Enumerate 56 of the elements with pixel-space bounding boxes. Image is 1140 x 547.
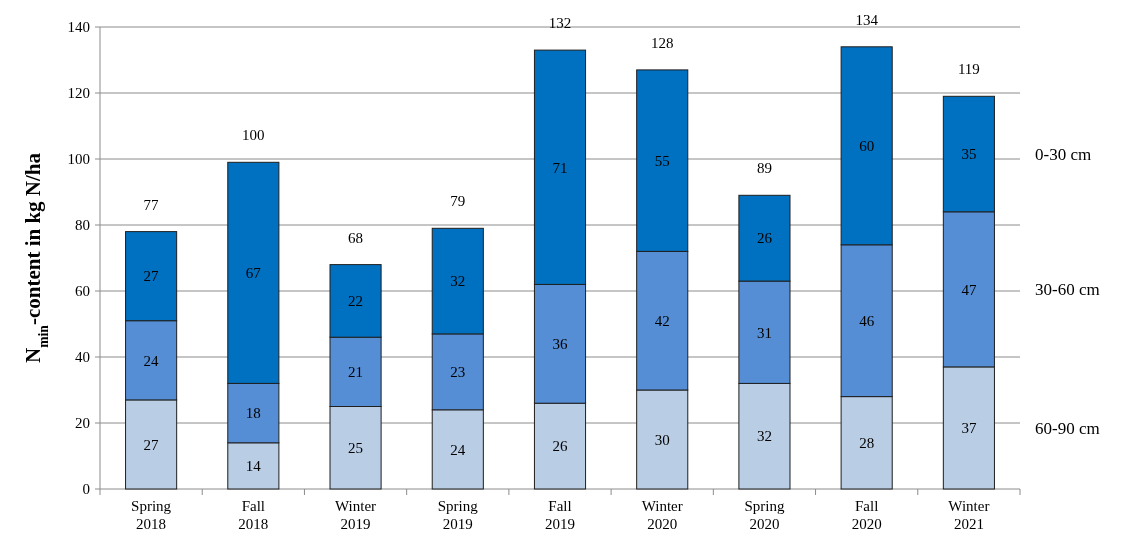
x-tick-label: Fall 2018 [238, 498, 269, 532]
data-label: 27 [143, 436, 160, 453]
total-label: 89 [756, 160, 772, 177]
data-label: 67 [245, 265, 262, 282]
data-label: 71 [552, 159, 568, 176]
data-label: 55 [654, 152, 670, 169]
data-label: 28 [859, 435, 875, 452]
data-label: 32 [450, 273, 466, 290]
data-label: 18 [245, 405, 261, 422]
text: 60-90 cm [1035, 418, 1100, 438]
y-tick-label: 60 [75, 283, 90, 300]
data-label: 47 [961, 281, 977, 298]
data-label: 24 [143, 352, 160, 369]
data-label: 30 [654, 431, 670, 448]
y-tick-label: 140 [67, 19, 90, 36]
total-label: 77 [143, 196, 160, 213]
total-label: 100 [242, 127, 265, 144]
text: 30-60 cm [1035, 280, 1100, 300]
data-label: 46 [859, 312, 875, 329]
data-label: 24 [450, 441, 466, 458]
data-label: 42 [654, 312, 670, 329]
data-label: 31 [756, 324, 772, 341]
y-tick-label: 120 [67, 85, 90, 102]
data-label: 60 [859, 138, 875, 155]
y-tick-label: 80 [75, 217, 90, 234]
data-label: 37 [961, 420, 977, 437]
y-tick-label: 20 [75, 415, 90, 432]
total-label: 128 [650, 34, 674, 51]
data-label: 26 [552, 438, 568, 455]
y-tick-label: 100 [67, 151, 90, 168]
x-tick-label: Fall 2020 [851, 498, 882, 532]
data-label: 35 [961, 146, 977, 163]
data-label: 32 [756, 428, 772, 445]
x-tick-label: Spring 2020 [744, 498, 785, 532]
data-label: 14 [245, 458, 262, 475]
data-label: 27 [143, 268, 160, 285]
x-tick-label: Winter 2020 [641, 498, 683, 532]
total-label: 79 [450, 193, 466, 210]
y-tick-label: 0 [82, 481, 90, 498]
total-label: 134 [855, 11, 879, 28]
x-tick-label: Winter 2019 [335, 498, 377, 532]
total-label: 119 [957, 61, 980, 78]
text: 0-30 cm [1035, 145, 1092, 164]
data-label: 25 [348, 440, 364, 456]
data-label: 22 [348, 293, 364, 310]
total-label: 132 [548, 15, 572, 32]
total-label: 68 [348, 229, 364, 246]
data-label: 36 [552, 336, 568, 353]
x-tick-label: Winter 2021 [948, 498, 990, 532]
x-tick-label: Fall 2019 [545, 498, 575, 532]
x-tick-label: Spring 2018 [131, 498, 172, 532]
data-label: 26 [756, 230, 773, 247]
x-tick-label: Spring 2019 [437, 498, 479, 532]
data-label: 23 [450, 364, 466, 381]
data-label: 21 [348, 364, 364, 381]
y-tick-label: 40 [75, 349, 90, 366]
